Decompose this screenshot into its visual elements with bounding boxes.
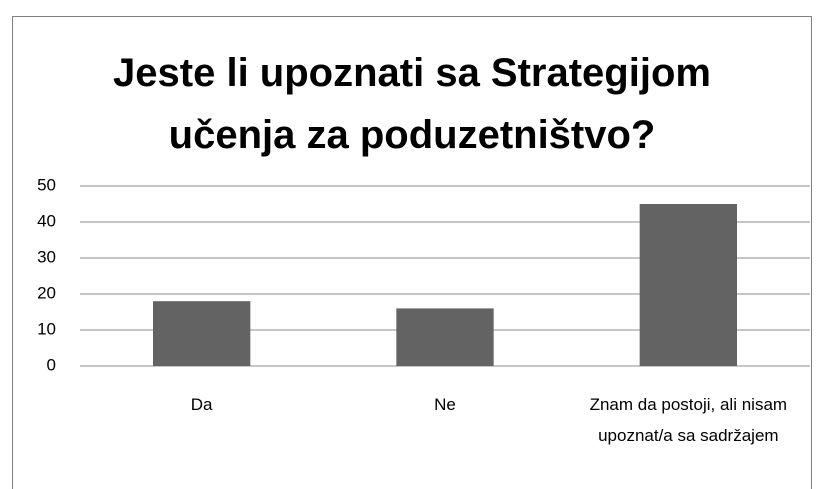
x-tick-label: Ne: [434, 395, 456, 414]
y-tick-label: 40: [37, 211, 56, 230]
x-tick-label: Znam da postoji, ali nisam upoznat/a sa …: [589, 395, 788, 445]
chart-title: Jeste li upoznati sa Strategijom učenja …: [113, 51, 711, 157]
x-tick-label: Da: [190, 395, 213, 414]
y-tick-label: 50: [37, 175, 56, 194]
y-tick-label: 0: [47, 355, 56, 374]
y-tick-label: 30: [37, 247, 56, 266]
y-tick-label: 10: [37, 319, 56, 338]
y-tick-label: 20: [37, 283, 56, 302]
bar: [396, 308, 494, 366]
bar: [639, 204, 737, 366]
chart-frame: [12, 16, 812, 489]
bar: [153, 301, 251, 366]
